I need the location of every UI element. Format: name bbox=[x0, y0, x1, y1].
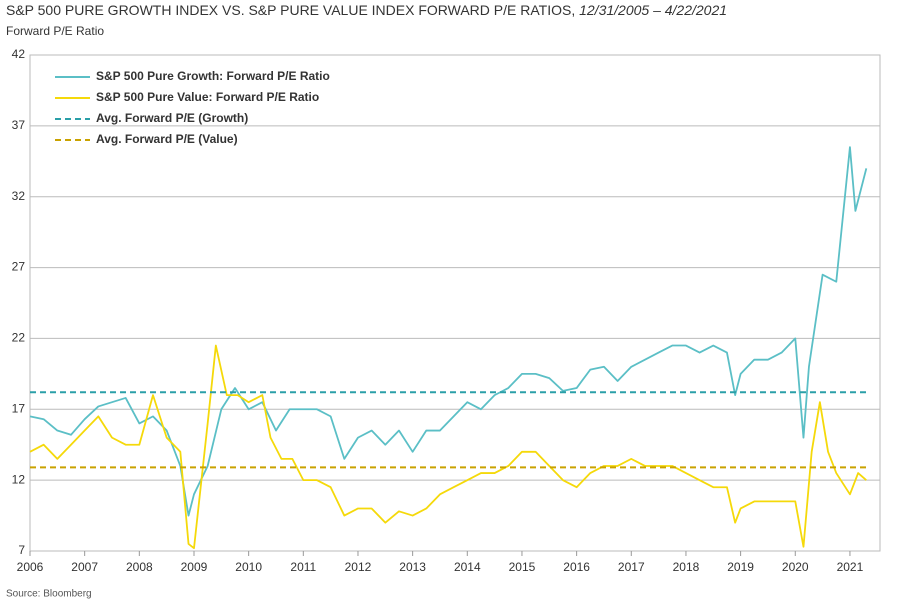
plot-frame bbox=[29, 54, 881, 552]
x-tick-label: 2015 bbox=[509, 560, 536, 574]
x-tick-label: 2007 bbox=[71, 560, 98, 574]
x-tick-label: 2012 bbox=[345, 560, 372, 574]
y-tick-label: 37 bbox=[12, 118, 26, 132]
legend-label: Avg. Forward P/E (Growth) bbox=[96, 111, 248, 125]
x-tick-label: 2014 bbox=[454, 560, 481, 574]
y-tick-label: 42 bbox=[12, 47, 26, 61]
subtitle: Forward P/E Ratio bbox=[6, 24, 104, 38]
legend-label: S&P 500 Pure Value: Forward P/E Ratio bbox=[96, 90, 319, 104]
y-tick-label: 27 bbox=[12, 260, 26, 274]
x-tick-label: 2019 bbox=[727, 560, 754, 574]
x-tick-label: 2021 bbox=[837, 560, 864, 574]
series-line bbox=[29, 344, 867, 550]
title-dates: 12/31/2005 – 4/22/2021 bbox=[579, 2, 727, 18]
legend-label: Avg. Forward P/E (Value) bbox=[96, 132, 238, 146]
x-tick-label: 2010 bbox=[235, 560, 262, 574]
legend-label: S&P 500 Pure Growth: Forward P/E Ratio bbox=[96, 69, 330, 83]
x-tick-label: 2013 bbox=[399, 560, 426, 574]
x-tick-label: 2016 bbox=[563, 560, 590, 574]
title-main: S&P 500 PURE GROWTH INDEX VS. S&P PURE V… bbox=[6, 2, 575, 18]
y-tick-label: 32 bbox=[12, 189, 26, 203]
x-tick-label: 2009 bbox=[181, 560, 208, 574]
source: Source: Bloomberg bbox=[6, 589, 92, 600]
chart-title: S&P 500 PURE GROWTH INDEX VS. S&P PURE V… bbox=[6, 2, 727, 18]
x-tick-label: 2018 bbox=[673, 560, 700, 574]
y-tick-label: 12 bbox=[12, 472, 26, 486]
x-tick-label: 2020 bbox=[782, 560, 809, 574]
x-tick-label: 2017 bbox=[618, 560, 645, 574]
y-tick-label: 17 bbox=[12, 401, 26, 415]
y-tick-label: 22 bbox=[12, 331, 26, 345]
x-tick-label: 2006 bbox=[17, 560, 44, 574]
x-tick-label: 2011 bbox=[290, 560, 316, 574]
x-tick-label: 2008 bbox=[126, 560, 153, 574]
y-tick-label: 7 bbox=[18, 543, 25, 557]
series-line bbox=[29, 146, 868, 517]
